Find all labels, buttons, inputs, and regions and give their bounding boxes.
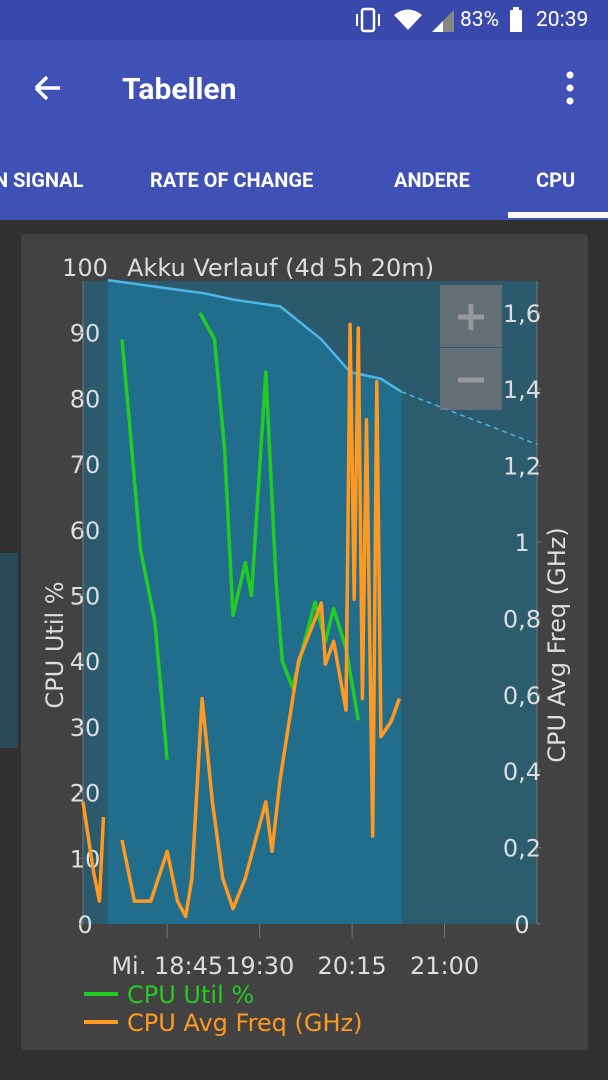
y2-tick-label: 0,4 xyxy=(503,758,541,786)
tab[interactable]: ANDERE xyxy=(394,168,470,192)
x-tick-label: 20:15 xyxy=(318,952,387,980)
tab[interactable]: N SIGNAL xyxy=(0,168,84,192)
y-tick-label: 30 xyxy=(70,714,101,742)
zoom-controls[interactable] xyxy=(440,285,502,410)
battery-line xyxy=(107,278,403,393)
toolbar-title: Tabellen xyxy=(122,72,237,107)
y-tick-label: 20 xyxy=(70,780,101,808)
tab-indicator xyxy=(508,212,608,218)
zoom-icon xyxy=(458,304,484,383)
status-bar: 83% 20:39 xyxy=(0,0,608,40)
y-tick-label: 50 xyxy=(70,583,101,611)
y-tick-label: 90 xyxy=(70,320,101,348)
battery-area xyxy=(401,391,537,925)
y2-tick-label: 0 xyxy=(514,911,529,939)
side-page xyxy=(0,553,18,748)
tab[interactable]: RATE OF CHANGE xyxy=(150,168,314,192)
battery-area xyxy=(107,280,402,924)
y2-tick-label: 1,6 xyxy=(503,300,541,328)
card xyxy=(21,234,588,1050)
legend-label: CPU Util % xyxy=(127,981,254,1009)
y2-tick-label: 1,2 xyxy=(503,453,541,481)
y2-tick-label: 1,4 xyxy=(503,376,541,404)
back-button[interactable] xyxy=(34,75,60,101)
y2-tick-label: 0,6 xyxy=(503,682,541,710)
x-tick-label: 19:30 xyxy=(225,952,294,980)
clock: 20:39 xyxy=(536,8,589,32)
tab[interactable]: CPU xyxy=(536,168,576,192)
battery-line xyxy=(401,391,538,446)
y2-axis-title: CPU Avg Freq (GHz) xyxy=(543,527,571,763)
status-icons xyxy=(356,7,522,33)
zoom-button xyxy=(440,348,502,410)
chart-title: Akku Verlauf (4d 5h 20m) xyxy=(127,254,434,282)
y-tick-label: 100 xyxy=(62,254,108,282)
y-tick-label: 70 xyxy=(70,451,101,479)
battery-level: 83% xyxy=(460,8,499,32)
menu-button[interactable] xyxy=(566,71,574,105)
y2-tick-label: 0,8 xyxy=(503,605,541,633)
y-tick-label: 0 xyxy=(77,911,92,939)
series-line xyxy=(120,312,361,760)
zoom-button xyxy=(440,285,502,347)
toolbar-icons xyxy=(34,71,574,105)
y2-tick-label: 1 xyxy=(514,529,529,557)
plot-area xyxy=(83,281,537,924)
legend-label: CPU Avg Freq (GHz) xyxy=(127,1009,363,1037)
y-tick-label: 40 xyxy=(70,648,101,676)
y-tick-label: 80 xyxy=(70,385,101,413)
x-tick-label: Mi. 18:45 xyxy=(111,952,223,980)
series-line xyxy=(81,322,402,919)
tab-bar: N SIGNAL RATE OF CHANGE ANDERE CPU xyxy=(0,140,608,220)
y2-tick-label: 0,2 xyxy=(503,835,541,863)
toolbar: Tabellen xyxy=(0,40,608,140)
x-tick-label: 21:00 xyxy=(410,952,479,980)
y-tick-label: 60 xyxy=(70,517,101,545)
y-tick-label: 10 xyxy=(70,845,101,873)
y-axis-title: CPU Util % xyxy=(41,581,69,708)
